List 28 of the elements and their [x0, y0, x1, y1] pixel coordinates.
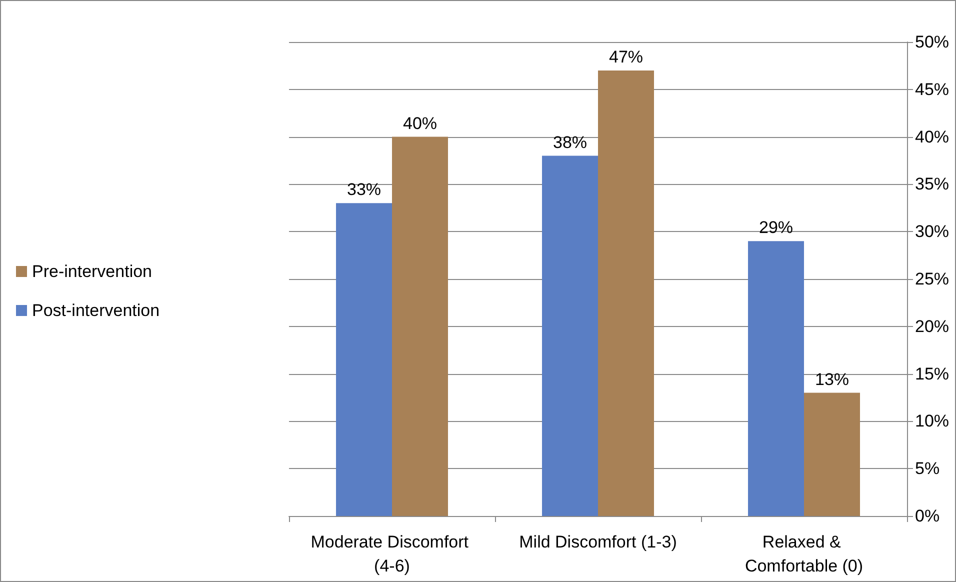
data-label: 13% — [814, 370, 850, 389]
y-tick-label: 30% — [915, 222, 950, 242]
y-tick-label: 10% — [915, 412, 950, 431]
y-tick-label: 5% — [915, 459, 940, 478]
y-tick-label: 0% — [915, 506, 940, 526]
y-tick-label: 45% — [915, 80, 950, 99]
y-tick-label: 35% — [915, 174, 950, 194]
y-tick-label: 20% — [915, 316, 950, 336]
x-tick-label: Moderate Discomfort (4-6) — [310, 532, 474, 576]
data-label: 40% — [402, 114, 438, 133]
x-tick-label: Relaxed & Comfortable (0) — [744, 532, 864, 576]
bar — [598, 70, 654, 516]
y-tick-label: 15% — [915, 364, 950, 384]
x-tick-label: Mild Discomfort (1-3) — [519, 532, 677, 552]
legend-label: Pre-intervention — [32, 262, 152, 281]
bar — [804, 392, 860, 516]
bar — [336, 203, 392, 516]
y-tick-label: 25% — [915, 270, 950, 288]
data-label: 33% — [346, 180, 382, 200]
y-tick-label: 50% — [915, 32, 950, 52]
bar — [748, 241, 804, 516]
bar — [542, 156, 598, 516]
legend-label: Post-intervention — [32, 301, 160, 320]
bar — [392, 136, 448, 516]
data-label: 38% — [552, 132, 588, 152]
data-label: 29% — [758, 218, 794, 238]
data-label: 47% — [608, 47, 644, 66]
y-tick-label: 40% — [915, 127, 950, 146]
